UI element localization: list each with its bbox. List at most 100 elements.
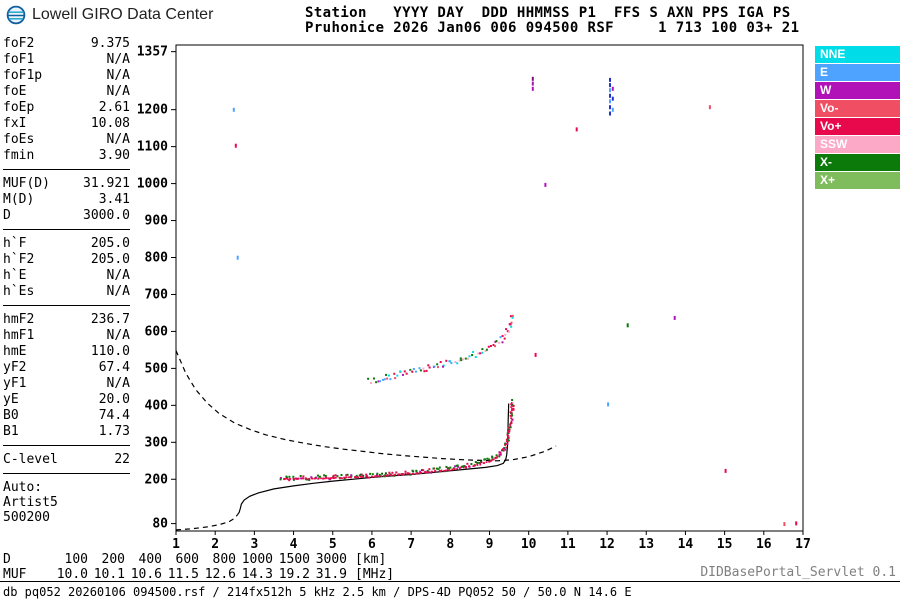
muf-distance-table: D 100 200 400 600 800 1000 1500 3000 [km] MUF 10.0 1… (3, 552, 394, 582)
f-trace-first-order-dot (332, 475, 335, 478)
measurement-info: db pq052 20260106 094500.rsf / 214fx512h… (3, 585, 632, 599)
f-trace-first-order-dot (512, 408, 515, 411)
f-trace-second-order-dot (481, 348, 484, 351)
artist-fit-trace-dot (505, 443, 507, 445)
f-trace-second-order-dot (504, 333, 507, 336)
sporadic-echoes-dot (626, 323, 629, 328)
x-tick-label: 4 (290, 537, 298, 550)
f-trace-second-order-dot (402, 373, 404, 376)
artist-fit-trace-dot (499, 451, 502, 454)
param-row: foEs N/A (3, 132, 130, 148)
f-trace-first-order-dot (279, 477, 282, 479)
f-trace-first-order-dot (419, 470, 422, 473)
f-trace-first-order-dot (345, 474, 348, 477)
f-trace-first-order-dot (504, 448, 507, 451)
sporadic-echoes-dot (724, 468, 727, 473)
param-row: yE 20.0 (3, 392, 130, 408)
f-trace-second-order-dot (419, 369, 422, 372)
f-trace-second-order-dot (377, 380, 380, 383)
artist-fit-trace-dot (425, 471, 427, 474)
param-label: foEp (3, 100, 35, 115)
f-trace-second-order-dot (456, 362, 459, 365)
sporadic-echoes-dot (611, 96, 614, 101)
sporadic-echoes-dot (611, 86, 614, 91)
legend-item-nne: NNE (815, 46, 900, 63)
param-value: 3.41 (98, 192, 130, 207)
f-trace-first-order-dot (340, 474, 343, 476)
param-label: foEs (3, 132, 35, 147)
artist-fit-trace-dot (283, 477, 285, 480)
f-trace-second-order-dot (418, 367, 421, 370)
param-label: fxI (3, 116, 27, 131)
f-trace-second-order-dot (381, 378, 384, 381)
param-value: 67.4 (98, 360, 130, 375)
param-group: C-level 22 (3, 452, 130, 474)
f-trace-first-order-dot (480, 460, 483, 463)
f-trace-second-order-dot (477, 352, 480, 355)
f-trace-second-order-dot (393, 372, 396, 375)
artist-fit-trace-dot (504, 444, 506, 446)
artist-fit-trace-dot (311, 477, 314, 480)
f-trace-first-order-dot (323, 474, 326, 477)
artist-fit-trace-dot (397, 473, 399, 476)
f-trace-second-order-dot (494, 340, 497, 343)
artist-fit-trace-dot (313, 477, 316, 480)
f-trace-second-order-dot (422, 367, 425, 370)
artist-fit-trace-dot (507, 430, 510, 433)
artist-fit-trace-dot (510, 412, 513, 415)
profile-extrapolation (175, 514, 238, 531)
f-trace-first-order-dot (511, 414, 514, 417)
param-value: 205.0 (90, 236, 130, 251)
param-value: 236.7 (90, 312, 130, 327)
f-trace-second-order-dot (383, 378, 386, 381)
artist-fit-trace-dot (502, 448, 505, 450)
f-trace-first-order-dot (428, 468, 431, 471)
param-value: 3000.0 (83, 208, 130, 223)
x-tick-label: 17 (795, 537, 811, 550)
f-trace-second-order-dot (448, 360, 451, 363)
artist-fit-trace-dot (418, 472, 421, 475)
artist-fit-trace-dot (508, 436, 510, 439)
f-trace-second-order-dot (386, 377, 389, 380)
y-tick-label: 700 (145, 287, 169, 302)
autoscaling-line: Auto: (3, 480, 43, 495)
param-row: yF1 N/A (3, 376, 130, 392)
muf-unit: [km] (355, 552, 387, 567)
param-row: yF2 67.4 (3, 360, 130, 376)
artist-fit-trace-dot (315, 477, 317, 480)
artist-fit-trace-dot (507, 431, 510, 434)
f-trace-first-order-dot (318, 475, 321, 478)
sporadic-echoes-dot (609, 88, 611, 93)
param-label: yE (3, 392, 19, 407)
f-trace-second-order-dot (403, 370, 406, 373)
param-label: yF2 (3, 360, 27, 375)
f-trace-first-order-dot (395, 471, 398, 474)
f-trace-first-order-dot (456, 464, 459, 467)
sporadic-echoes-dot (531, 81, 534, 86)
artist-fit-trace-dot (338, 477, 341, 479)
param-label: B1 (3, 424, 19, 439)
artist-fit-trace-dot (345, 476, 348, 479)
x-tick-label: 12 (599, 537, 615, 550)
param-row: foEp 2.61 (3, 100, 130, 116)
muf-value: 19.2 (278, 567, 310, 582)
artist-fit-trace-dot (479, 462, 482, 465)
artist-fit-trace-dot (335, 476, 337, 479)
artist-fit-trace-dot (506, 434, 509, 436)
f-trace-first-order-dot (438, 466, 441, 469)
artist-fit-trace-dot (426, 471, 429, 473)
param-label: foF1 (3, 52, 35, 67)
artist-fit-trace-dot (439, 470, 441, 472)
f-trace-first-order-dot (350, 474, 353, 477)
f-trace-first-order-dot (378, 473, 381, 476)
f-trace-second-order-dot (494, 345, 496, 348)
f-trace-first-order-dot (506, 443, 509, 445)
artist-fit-trace-dot (490, 459, 492, 462)
sporadic-echoes-dot (232, 107, 235, 112)
legend-item-ssw: SSW (815, 136, 900, 153)
f-trace-second-order-dot (442, 364, 445, 367)
muf-value: 12.6 (204, 567, 236, 582)
artist-fit-trace-dot (506, 441, 509, 443)
artist-fit-trace-dot (348, 476, 351, 478)
artist-fit-trace-dot (330, 477, 332, 479)
